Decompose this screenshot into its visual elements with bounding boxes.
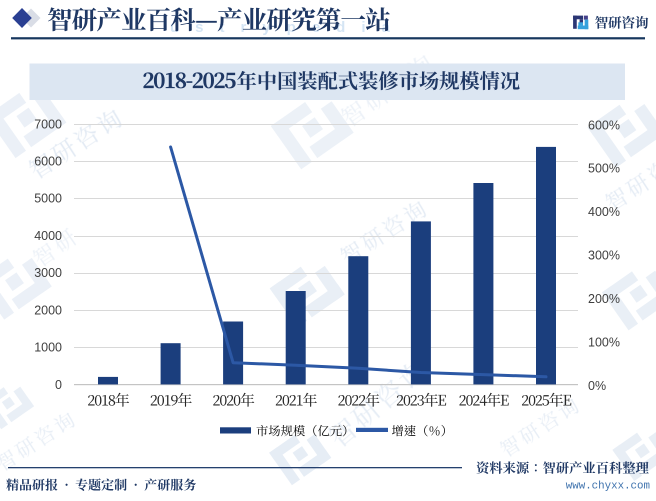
svg-text:5000: 5000 (34, 192, 62, 206)
svg-text:7000: 7000 (34, 117, 62, 131)
svg-text:400%: 400% (588, 205, 620, 219)
svg-text:200%: 200% (588, 292, 620, 306)
svg-text:500%: 500% (588, 162, 620, 176)
svg-text:0%: 0% (588, 379, 606, 393)
svg-text:3000: 3000 (34, 266, 62, 280)
svg-text:1000: 1000 (34, 341, 62, 355)
svg-text:4000: 4000 (34, 229, 62, 243)
svg-text:www.chyxx.com: www.chyxx.com (566, 481, 650, 493)
svg-text:100%: 100% (588, 335, 620, 349)
svg-text:600%: 600% (588, 118, 620, 132)
svg-text:6000: 6000 (34, 155, 62, 169)
svg-text:0: 0 (55, 378, 62, 392)
svg-text:2000: 2000 (34, 303, 62, 317)
svg-text:300%: 300% (588, 249, 620, 263)
